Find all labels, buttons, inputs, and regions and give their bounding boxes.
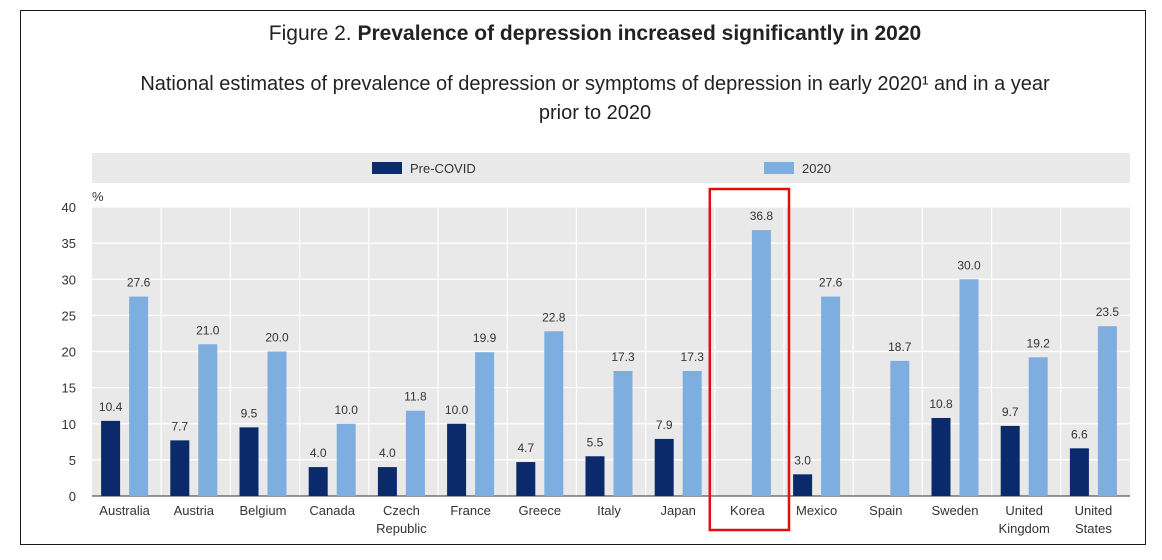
legend-swatch bbox=[764, 162, 794, 174]
data-label: 27.6 bbox=[127, 276, 151, 290]
data-label: 23.5 bbox=[1096, 305, 1120, 319]
legend-label: 2020 bbox=[802, 161, 831, 176]
x-category-label: Australia bbox=[99, 503, 150, 518]
bar-2020 bbox=[890, 360, 910, 496]
data-label: 22.8 bbox=[542, 310, 566, 324]
legend-band bbox=[92, 153, 1130, 183]
bar-pre-covid bbox=[585, 456, 605, 496]
legend-swatch bbox=[372, 162, 402, 174]
bar-pre-covid bbox=[1000, 425, 1020, 496]
bar-2020 bbox=[405, 410, 425, 496]
x-category-label: Italy bbox=[597, 503, 621, 518]
bar-2020 bbox=[544, 331, 564, 496]
bar-pre-covid bbox=[1069, 448, 1089, 496]
y-axis-unit: % bbox=[92, 189, 104, 204]
data-label: 6.6 bbox=[1071, 427, 1088, 441]
data-label: 9.5 bbox=[241, 406, 258, 420]
legend-label: Pre-COVID bbox=[410, 161, 476, 176]
data-label: 9.7 bbox=[1002, 405, 1019, 419]
bar-pre-covid bbox=[239, 427, 259, 496]
y-tick-label: 40 bbox=[62, 200, 76, 215]
bar-pre-covid bbox=[447, 423, 467, 496]
bar-pre-covid bbox=[101, 420, 121, 496]
y-tick-label: 5 bbox=[69, 453, 76, 468]
x-category-label: Mexico bbox=[796, 503, 837, 518]
bar-pre-covid bbox=[931, 417, 951, 496]
bar-pre-covid bbox=[170, 440, 190, 496]
highlight-box bbox=[708, 187, 791, 532]
data-label: 4.7 bbox=[517, 441, 534, 455]
data-label: 19.9 bbox=[473, 331, 497, 345]
data-label: 36.8 bbox=[750, 209, 774, 223]
figure-number: Figure 2. bbox=[268, 22, 352, 45]
bar-2020 bbox=[336, 423, 356, 496]
bar-2020 bbox=[1097, 326, 1117, 496]
x-category-label: United Kingdom bbox=[999, 503, 1050, 536]
data-label: 10.0 bbox=[335, 403, 359, 417]
bar-2020 bbox=[959, 279, 979, 496]
x-category-label: Canada bbox=[309, 503, 355, 518]
figure-title: Figure 2. Prevalence of depression incre… bbox=[0, 22, 1162, 46]
data-label: 20.0 bbox=[265, 331, 289, 345]
bar-2020 bbox=[751, 230, 771, 496]
data-label: 5.5 bbox=[587, 435, 604, 449]
data-label: 17.3 bbox=[681, 350, 705, 364]
bar-pre-covid bbox=[516, 462, 536, 496]
bar-2020 bbox=[129, 296, 149, 496]
data-label: 18.7 bbox=[888, 340, 912, 354]
data-label: 4.0 bbox=[310, 446, 327, 460]
x-category-label: Austria bbox=[174, 503, 215, 518]
bar-2020 bbox=[198, 344, 218, 496]
data-label: 4.0 bbox=[379, 446, 396, 460]
data-label: 19.2 bbox=[1027, 336, 1051, 350]
x-category-label: Sweden bbox=[932, 503, 979, 518]
bar-2020 bbox=[475, 352, 495, 496]
subtitle-line-1: National estimates of prevalence of depr… bbox=[140, 73, 1050, 95]
y-tick-label: 0 bbox=[69, 489, 76, 504]
data-label: 27.6 bbox=[819, 276, 843, 290]
x-category-label: Japan bbox=[660, 503, 695, 518]
figure-heading: Prevalence of depression increased signi… bbox=[357, 22, 922, 45]
bar-2020 bbox=[821, 296, 841, 496]
x-category-label: Korea bbox=[730, 503, 765, 518]
y-tick-label: 25 bbox=[62, 308, 76, 323]
y-tick-label: 20 bbox=[62, 345, 76, 360]
data-label: 11.8 bbox=[404, 390, 427, 404]
x-category-label: France bbox=[450, 503, 490, 518]
bar-2020 bbox=[1028, 357, 1048, 496]
bar-pre-covid bbox=[377, 467, 397, 496]
bar-pre-covid bbox=[308, 467, 328, 496]
bar-2020 bbox=[267, 351, 287, 496]
bar-2020 bbox=[682, 371, 702, 496]
data-label: 10.8 bbox=[929, 397, 953, 411]
x-category-label: Spain bbox=[869, 503, 902, 518]
x-category-label: Czech Republic bbox=[376, 503, 427, 536]
bar-pre-covid bbox=[793, 474, 813, 496]
data-label: 10.4 bbox=[99, 400, 123, 414]
data-label: 17.3 bbox=[611, 350, 635, 364]
data-label: 21.0 bbox=[196, 323, 220, 337]
y-tick-label: 35 bbox=[62, 236, 76, 251]
bar-2020 bbox=[613, 371, 633, 496]
data-label: 3.0 bbox=[794, 453, 811, 467]
y-tick-label: 15 bbox=[62, 381, 76, 396]
subtitle-line-2: prior to 2020 bbox=[538, 102, 652, 124]
figure-subtitle: National estimates of prevalence of depr… bbox=[60, 70, 1130, 128]
data-label: 7.7 bbox=[171, 419, 188, 433]
x-category-label: Belgium bbox=[240, 503, 287, 518]
data-label: 10.0 bbox=[445, 403, 469, 417]
data-label: 7.9 bbox=[656, 418, 673, 432]
bar-pre-covid bbox=[654, 438, 674, 496]
x-category-label: Greece bbox=[518, 503, 561, 518]
data-label: 30.0 bbox=[957, 258, 981, 272]
y-tick-label: 30 bbox=[62, 272, 76, 287]
y-tick-label: 10 bbox=[62, 417, 76, 432]
x-category-label: United States bbox=[1075, 503, 1113, 536]
